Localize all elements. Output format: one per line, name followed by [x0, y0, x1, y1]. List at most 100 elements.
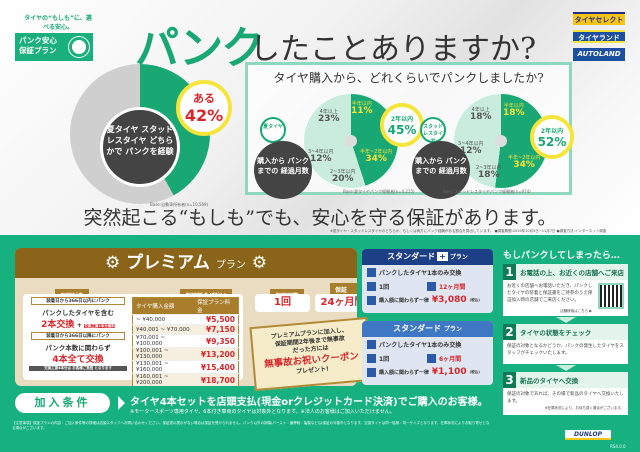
studless-tire-badge: スタッドレスタイヤ — [420, 117, 446, 144]
price-range: ¥160,001 ~ ¥200,000 — [132, 373, 195, 386]
price-range: ~ ¥40,000 — [132, 314, 195, 325]
survey-source: Base:自動車所有者(n=10,569) — [150, 202, 209, 207]
slice-label: 3~4年以内 12% — [308, 149, 334, 164]
premium-header: ⚙ プレミアム プラン ⚙ — [15, 248, 357, 278]
fee-card: タイヤ購入金額 保証プラン料金 ~ ¥40,000 ¥5,500 ¥40,001 ~ … — [128, 294, 243, 386]
fee-row: ¥100,001 ~ ¥130,000 ¥13,200 — [132, 347, 239, 361]
coverage-line: パンク本数に関わらず — [45, 344, 111, 352]
chart-source: Base:夏タイヤパンク経験者(n=4,215) — [343, 189, 415, 194]
step-title: 新品のタイヤへ交換 — [520, 377, 579, 385]
slice-label: 半年~2年以内 34% — [508, 155, 541, 170]
coverage-result: 2本交換 — [41, 320, 75, 330]
yes-label: ある — [193, 92, 215, 105]
coverage-icon — [367, 267, 376, 277]
step-number: 2 — [503, 324, 516, 340]
brand-tireland: タイヤランド — [573, 30, 625, 43]
yes-percent-badge: ある 42% — [176, 80, 232, 136]
count-icon — [367, 281, 376, 291]
labor-free-badge: 交換工賃2本分無料 — [84, 324, 115, 328]
step-title: お電話の上、お近くの店舗へご来店 — [520, 269, 624, 277]
logo-line-2: 保証プラン — [19, 46, 57, 55]
store-search-link[interactable]: 店舗検索はこちら ▶ — [560, 309, 592, 313]
price-icon — [367, 367, 376, 377]
brand-logos: タイヤセレクト タイヤランド AUTOLAND — [573, 12, 625, 66]
plan-title: スタンダード — [387, 252, 436, 261]
brand-autoland: AUTOLAND — [573, 48, 625, 61]
slice-label: 4年以上 18% — [470, 107, 492, 122]
standard-plus-plan-card: スタンダード + プラン パンクしたタイヤ1本のみ交換 1回 12ヶ月間 購入額に関わ… — [362, 249, 493, 313]
step-text: お近くの店舗へお電話いただき、パンクしたタイヤの装着と保証書をご持参のうえ保証加… — [507, 284, 593, 303]
plan-title-suffix: プラン — [449, 254, 468, 261]
qr-code[interactable] — [598, 283, 624, 309]
price-label: 購入額に関わらず一律 — [379, 369, 429, 376]
tire-icon: ⚙ — [245, 253, 268, 273]
coverage-result: 4本全て交換 — [52, 355, 104, 365]
step-3-header: 3 新品のタイヤへ交換 — [503, 372, 628, 388]
fee-table-header: タイヤ購入金額 保証プラン料金 — [132, 297, 239, 315]
plan-fee: ¥9,350 — [194, 334, 239, 348]
step-2-body: 保証の対象となるかどうか、パンクの発生したタイヤをスタッフがチェックいたします。 — [503, 340, 628, 364]
dunlop-logo: DUNLOP — [565, 430, 611, 440]
header-cell: 保証プラン料金 — [194, 297, 239, 315]
standard-plus-header: スタンダード + プラン — [362, 249, 493, 265]
elapsed-months-label: 購入から パンクまでの 経過月数 — [412, 141, 470, 199]
plan-title-suffix: プラン — [443, 326, 462, 333]
price-icon — [367, 295, 376, 305]
count-period-row: 1回 12ヶ月間 — [362, 279, 493, 293]
duration-panel: タイヤ購入から、どれくらいでパンクしましたか? 半年以内 11% 半年~2年以内 3… — [245, 62, 574, 199]
yes-percent: 42% — [184, 106, 224, 125]
count-value: 1回 — [255, 294, 310, 312]
tire-icon: ⚙ — [104, 253, 127, 273]
coverage-row: パンクしたタイヤ1本のみ交換 — [362, 337, 493, 351]
step-3-body: 保証の対象であれば、その場で新品のタイヤへ交換いたします。 ※在庫状況により、お待… — [503, 388, 628, 415]
price-label: 購入額に関わらず一律 — [379, 297, 429, 304]
accident-free-coupon: プレミアムプランに加入し、 保証期間2年後まで無事故 だった方には 無事故お祝い… — [249, 316, 373, 392]
plan-fee: ¥18,700 — [194, 373, 239, 386]
plan-fee: ¥5,500 — [194, 314, 239, 325]
coverage-condition: 装着日から366日以内にパンク — [31, 297, 125, 305]
premium-title: プレミアム — [126, 253, 210, 273]
premium-title-suffix: プラン — [215, 260, 246, 271]
count-text: 1回 — [379, 283, 390, 291]
count-period-row: 1回 6ヶ月間 — [362, 351, 493, 365]
price-value: ¥1,100 — [431, 367, 467, 377]
period-value: 24ヶ月間 — [315, 294, 357, 312]
plan-title: スタンダード — [393, 324, 442, 333]
logo-line-1: パンク安心 — [19, 36, 57, 45]
tagline: 突然起こる“もしも”でも、安心を守る保証があります。 — [83, 207, 557, 229]
count-text: 1回 — [379, 355, 390, 363]
fee-row: ~ ¥40,000 ¥5,500 — [132, 314, 239, 325]
step-1-header: 1 お電話の上、お近くの店舗へご来店 — [503, 264, 628, 280]
step-number: 1 — [503, 264, 516, 280]
step-number: 3 — [503, 372, 516, 388]
condition-label: 加入条件 — [15, 393, 110, 413]
slice-label: 半年以内 11% — [351, 101, 373, 116]
price-range: ¥130,001 ~ ¥160,000 — [132, 360, 195, 374]
pie-hub — [345, 135, 357, 147]
coverage-text: パンクしたタイヤ1本のみ交換 — [379, 341, 462, 349]
fee-row: ¥160,001 ~ ¥200,000 ¥18,700 — [132, 373, 239, 386]
coverage-condition: 装着日から366日以降にパンク — [31, 332, 125, 340]
fee-row: ¥130,001 ~ ¥160,000 ¥15,400 — [132, 360, 239, 374]
tax-note: (税込) — [469, 369, 480, 374]
elapsed-months-label: 購入から パンクまでの 経過月数 — [254, 141, 312, 199]
step-title: タイヤの状態をチェック — [520, 329, 592, 337]
period-text: 12ヶ月間 — [439, 283, 466, 291]
slice-label: 3~4年以内 12% — [458, 141, 484, 156]
slice-label: 半年以内 18% — [503, 103, 525, 118]
condition-text: タイヤ4本セットを店頭支払(現金orクレジットカード決済)でご購入のお客様。 — [130, 397, 488, 408]
summer-tire-badge: 夏タイヤ — [260, 117, 286, 143]
fee-row: ¥40,001 ~ ¥70,000 ¥7,150 — [132, 324, 239, 335]
slice-label: 2~3年以内 20% — [330, 169, 356, 184]
document-code: RS4.0.0 — [610, 444, 626, 449]
steps-title: もしパンクしてしまったら… — [503, 251, 620, 261]
total-badge: 2年以内 45% — [380, 103, 424, 147]
premium-plan-card: ⚙ プレミアム プラン ⚙ 保証対象 装着日から366日以内にパンク パンクした… — [15, 248, 357, 386]
price-row: 購入額に関わらず一律 ¥1,100 (税込) — [362, 365, 493, 379]
total-badge: 2年以内 52% — [530, 115, 574, 159]
fee-table: タイヤ購入金額 保証プラン料金 ~ ¥40,000 ¥5,500 ¥40,001 ~ … — [132, 297, 239, 386]
slice-label: 4年以上 23% — [318, 109, 340, 124]
period-icon — [427, 353, 436, 363]
step-2-header: 2 タイヤの状態をチェック — [503, 324, 628, 340]
tire-wheel-icon — [69, 37, 89, 57]
